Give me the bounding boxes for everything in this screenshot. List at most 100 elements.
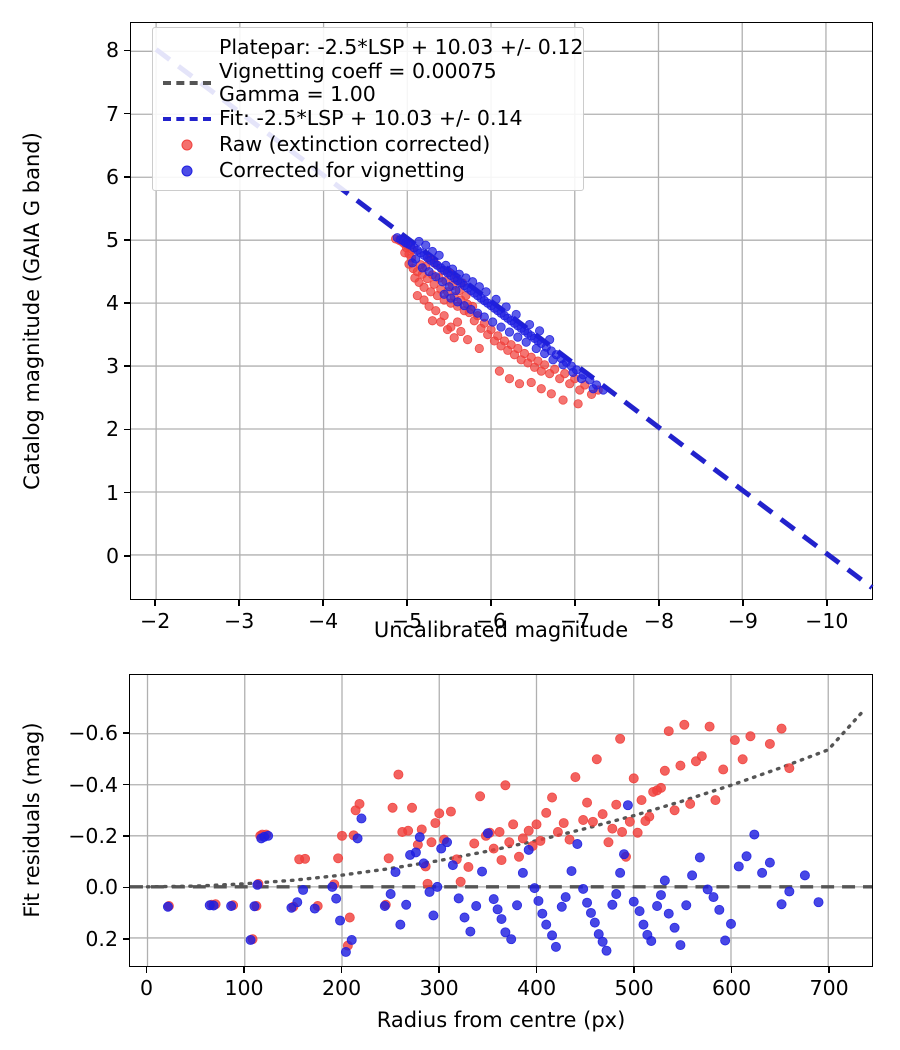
x-tick-mark (826, 600, 828, 606)
data-point (636, 795, 647, 806)
legend-item-corrected: Corrected for vignetting (161, 158, 573, 184)
data-point (436, 843, 447, 854)
y-tick-label: 1 (105, 480, 119, 505)
x-tick-mark (243, 967, 245, 973)
data-point (799, 870, 810, 881)
legend-label-corrected: Corrected for vignetting (219, 158, 465, 183)
legend-label-platepar: Platepar: -2.5*LSP + 10.03 +/- 0.12 (219, 34, 584, 59)
data-point (607, 899, 618, 910)
y-tick-label: 6 (105, 164, 119, 189)
data-point (504, 374, 515, 384)
data-point (426, 837, 437, 848)
data-point (412, 290, 422, 301)
data-point (514, 379, 525, 389)
data-point (646, 936, 657, 946)
data-point (663, 726, 674, 737)
data-point (500, 780, 511, 791)
data-point (252, 879, 263, 890)
data-point (628, 773, 639, 784)
data-point (354, 798, 365, 809)
data-point (675, 760, 686, 771)
data-point (482, 828, 493, 839)
data-point (410, 847, 421, 858)
data-point (813, 897, 824, 908)
data-point (714, 904, 725, 915)
data-point (558, 395, 568, 405)
data-point (442, 837, 453, 848)
data-point (523, 844, 534, 855)
x-tick-mark (730, 967, 733, 973)
data-point (572, 839, 583, 849)
data-point (496, 914, 507, 924)
data-point (669, 805, 680, 816)
data-point (488, 894, 499, 905)
x-tick-label: 300 (419, 976, 459, 1000)
data-point (536, 384, 546, 394)
data-point (603, 837, 614, 848)
data-point (644, 811, 655, 822)
y-tick-label: 0.2 (85, 926, 118, 951)
x-tick-label: 200 (321, 976, 362, 1000)
data-point (560, 369, 570, 379)
lower-xaxis-title: Radius from centre (px) (376, 1008, 626, 1032)
data-point (481, 287, 491, 297)
data-point (615, 733, 626, 744)
data-point (669, 922, 680, 933)
data-point (309, 903, 320, 914)
x-tick-mark (658, 600, 660, 606)
y-tick-mark (124, 302, 130, 304)
data-point (601, 945, 612, 956)
data-point (764, 738, 775, 749)
magnitude-calibration-plot-area (131, 23, 874, 599)
data-point (463, 335, 473, 345)
data-point (540, 348, 550, 359)
lower-yaxis-title: Fit residuals (mag) (20, 722, 44, 918)
data-point (496, 322, 506, 332)
data-point (566, 866, 577, 877)
data-point (585, 907, 596, 918)
data-point (488, 317, 498, 327)
y-tick-label: 8 (105, 38, 119, 63)
x-tick-mark (490, 600, 492, 606)
data-point (337, 830, 347, 841)
data-point (403, 825, 414, 836)
x-tick-mark (828, 967, 830, 973)
data-point (226, 901, 237, 911)
data-point (702, 884, 713, 895)
x-tick-mark (154, 600, 156, 606)
data-point (300, 853, 311, 864)
data-point (685, 798, 696, 809)
legend-label-gamma: Gamma = 1.00 (219, 81, 376, 106)
data-point (491, 294, 501, 304)
legend-item-raw: Raw (extinction corrected) (161, 132, 573, 158)
legend-label-raw: Raw (extinction corrected) (219, 132, 491, 157)
y-tick-mark (123, 783, 129, 786)
data-point (496, 855, 507, 866)
data-point (619, 849, 630, 860)
data-point (607, 823, 618, 834)
data-point (696, 751, 707, 762)
x-tick-mark (145, 967, 148, 973)
data-point (659, 765, 670, 776)
data-point (452, 317, 463, 327)
data-point (469, 838, 480, 849)
data-point (331, 893, 342, 904)
data-point (430, 818, 441, 829)
x-tick-mark (633, 967, 635, 973)
legend-item-vignetting: Vignetting coeff = 0.00075 Gamma = 1.00 (161, 60, 573, 106)
data-point (776, 723, 787, 734)
data-point (346, 934, 357, 945)
data-point (445, 806, 456, 817)
data-point (455, 876, 466, 887)
data-point (245, 934, 256, 945)
data-point (431, 306, 441, 316)
data-point (611, 799, 622, 810)
legend: Platepar: -2.5*LSP + 10.03 +/- 0.12 Vign… (152, 27, 584, 191)
legend-item-fit: Fit: -2.5*LSP + 10.03 +/- 0.14 (161, 106, 573, 132)
data-point (548, 355, 558, 365)
data-point (624, 816, 635, 827)
data-point (432, 881, 443, 892)
data-point (249, 901, 260, 912)
data-point (401, 899, 412, 910)
